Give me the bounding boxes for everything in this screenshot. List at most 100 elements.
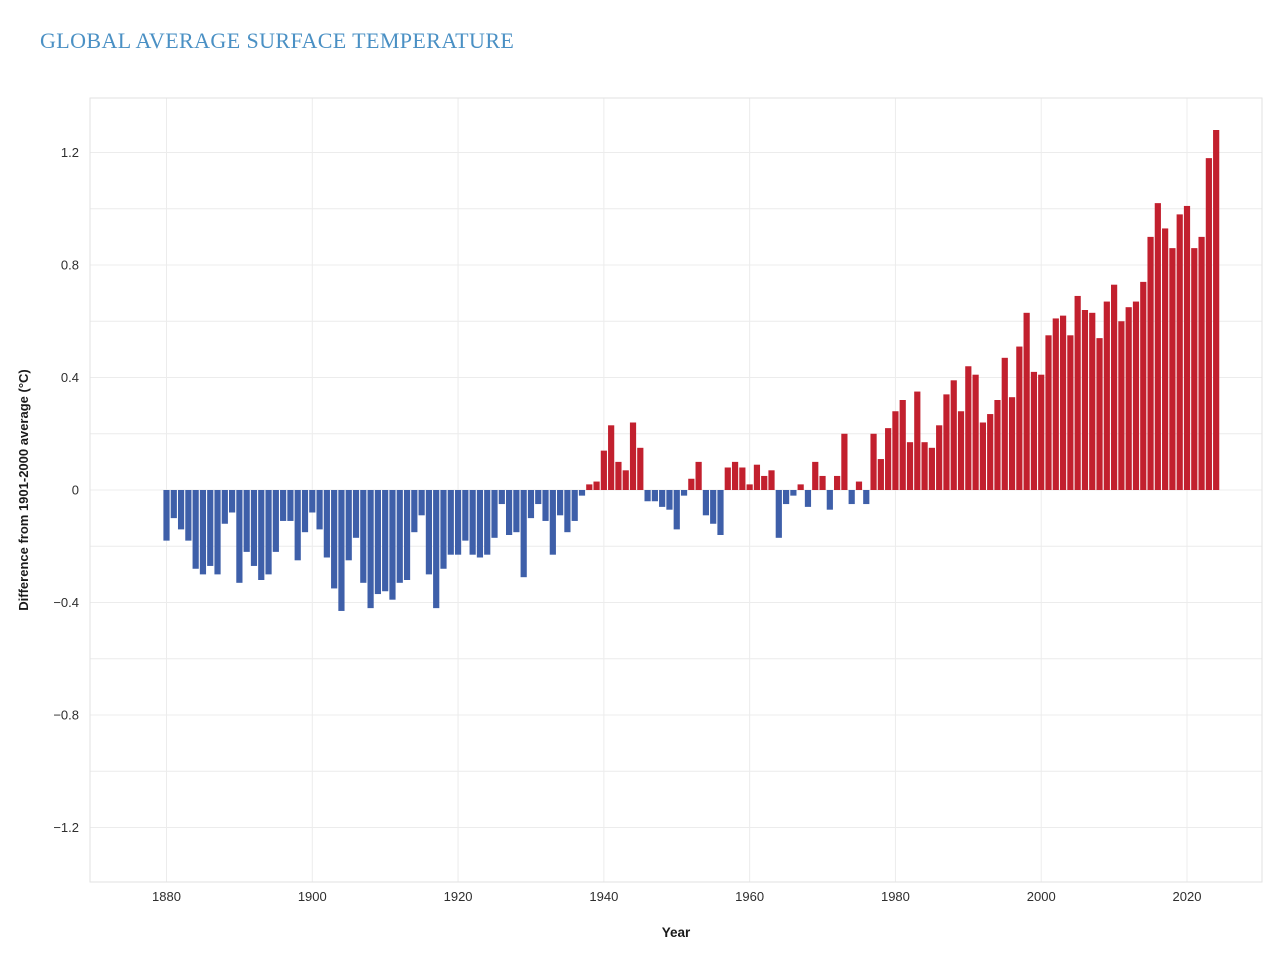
bar-1940 (600, 450, 607, 491)
x-tick-label: 1980 (881, 889, 910, 904)
bar-1963 (768, 470, 775, 490)
bar-1981 (899, 400, 906, 490)
bar-1957 (724, 467, 731, 490)
bar-1900 (309, 490, 316, 513)
x-tick-label: 1960 (735, 889, 764, 904)
bar-1953 (695, 461, 702, 491)
bar-1982 (906, 442, 914, 490)
bar-2004 (1067, 335, 1074, 490)
bar-1962 (761, 475, 768, 490)
bar-1975 (855, 481, 863, 490)
bar-1999 (1030, 371, 1038, 491)
bar-1911 (389, 490, 396, 600)
bar-1884 (192, 490, 199, 569)
bar-1902 (323, 490, 330, 558)
bar-1931 (535, 490, 542, 505)
bar-1968 (804, 490, 812, 507)
bar-1967 (797, 484, 804, 491)
bar-1988 (950, 380, 957, 490)
bar-1943 (622, 470, 629, 490)
bar-1974 (848, 490, 855, 505)
bar-1971 (826, 490, 833, 510)
bar-1887 (214, 490, 221, 575)
bar-1926 (498, 490, 505, 505)
bar-1952 (688, 478, 695, 490)
bar-1949 (666, 490, 673, 510)
bar-1919 (447, 490, 454, 555)
bar-1987 (943, 394, 950, 491)
bar-1895 (272, 490, 279, 552)
bar-1927 (506, 490, 513, 535)
bar-2013 (1132, 301, 1140, 490)
bar-1946 (644, 490, 651, 502)
bar-1922 (469, 490, 476, 555)
bar-1880 (163, 490, 170, 541)
bar-1969 (812, 461, 819, 491)
bar-1947 (651, 490, 658, 502)
bar-1970 (819, 475, 826, 490)
bar-1917 (433, 490, 440, 609)
bar-1883 (185, 490, 192, 541)
bar-2021 (1191, 248, 1198, 491)
bar-1894 (265, 490, 272, 575)
bar-1924 (484, 490, 491, 555)
bar-2023 (1205, 158, 1212, 491)
bar-2018 (1169, 248, 1176, 491)
bar-1891 (243, 490, 250, 552)
chart-title: GLOBAL AVERAGE SURFACE TEMPERATURE (40, 28, 515, 53)
bar-2024 (1213, 130, 1220, 490)
bar-1892 (250, 490, 258, 566)
bar-2010 (1111, 284, 1118, 490)
bar-1972 (834, 475, 841, 490)
bar-1941 (608, 425, 615, 490)
bar-1920 (454, 490, 462, 555)
bar-1937 (578, 490, 586, 496)
bar-1934 (557, 490, 564, 516)
bar-1907 (360, 490, 367, 583)
bar-1990 (965, 366, 972, 490)
bar-2003 (1059, 315, 1067, 491)
y-tick-label: −0.8 (53, 708, 79, 723)
bar-2011 (1118, 321, 1125, 490)
plot-border (89, 97, 1263, 883)
bar-1992 (979, 422, 986, 490)
y-tick-label: 0.4 (61, 370, 79, 385)
bar-1973 (841, 433, 848, 490)
bar-1954 (702, 490, 710, 516)
bar-2015 (1147, 236, 1154, 491)
y-tick-label: −0.4 (53, 595, 79, 610)
bar-1885 (199, 490, 207, 575)
bar-1912 (396, 490, 403, 583)
bar-1961 (753, 464, 761, 490)
bar-1956 (717, 490, 724, 535)
bar-1899 (301, 490, 309, 533)
bar-2001 (1045, 335, 1052, 490)
x-tick-label: 1940 (589, 889, 618, 904)
x-tick-label: 2020 (1173, 889, 1202, 904)
bar-1977 (870, 433, 877, 490)
bar-2019 (1176, 214, 1183, 491)
bar-1889 (229, 490, 236, 513)
bar-1897 (287, 490, 294, 521)
bar-1959 (739, 467, 746, 490)
bar-1908 (367, 490, 374, 609)
bar-1888 (221, 490, 228, 524)
bar-1882 (177, 490, 185, 530)
bar-1993 (987, 414, 994, 490)
bar-1939 (593, 481, 600, 490)
x-tick-label: 1880 (152, 889, 181, 904)
bar-2006 (1081, 310, 1089, 490)
bar-2017 (1162, 228, 1169, 490)
bar-1898 (294, 490, 301, 561)
bar-1978 (877, 459, 884, 490)
bar-1910 (382, 490, 389, 592)
bar-1997 (1016, 346, 1023, 490)
bar-2005 (1074, 295, 1081, 490)
bar-1933 (549, 490, 556, 555)
bar-2022 (1198, 236, 1205, 491)
x-axis-title: Year (662, 925, 691, 940)
bar-1991 (972, 374, 979, 490)
bar-1985 (928, 447, 935, 490)
